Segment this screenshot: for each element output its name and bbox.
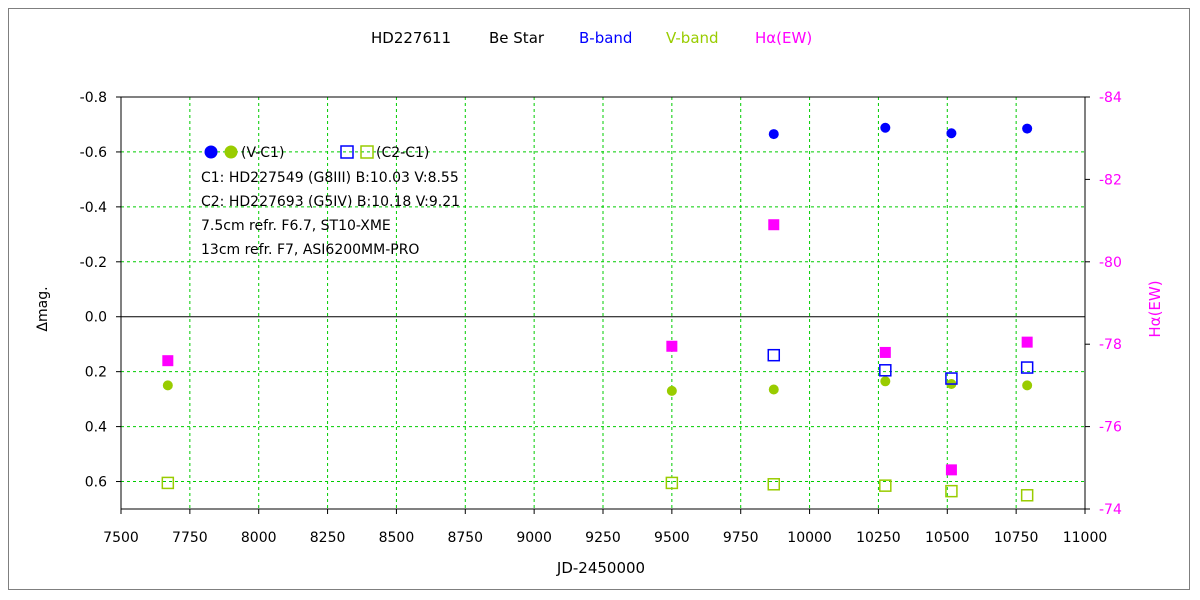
x-tick-label: 9500 bbox=[654, 530, 690, 546]
chart-frame: HD227611 Be Star B-band V-band Hα(EW) 75… bbox=[8, 8, 1190, 590]
legend-marker-b-c2c1 bbox=[340, 145, 354, 159]
y-right-tick-label: -80 bbox=[1099, 255, 1122, 271]
point-b-c2-c1-1 bbox=[879, 364, 892, 377]
y-left-tick-label: 0.2 bbox=[85, 365, 107, 381]
title-type: Be Star bbox=[489, 29, 545, 47]
point-v-v-c1-1 bbox=[666, 385, 677, 396]
y-left-tick-label: -0.4 bbox=[80, 200, 107, 216]
x-tick-label: 10750 bbox=[994, 530, 1039, 546]
title-halpha: Hα(EW) bbox=[755, 29, 812, 47]
y-right-tick-label: -78 bbox=[1099, 337, 1122, 353]
axes bbox=[116, 96, 1090, 514]
point-h-ew-0 bbox=[162, 355, 174, 367]
point-v-c2-c1-2 bbox=[767, 478, 781, 491]
point-v-v-c1-2 bbox=[768, 384, 779, 395]
x-tick-label: 8500 bbox=[379, 530, 415, 546]
point-v-c2-c1-4 bbox=[945, 484, 958, 498]
point-v-v-c1-0 bbox=[162, 380, 173, 391]
x-tick-label: 10000 bbox=[787, 530, 832, 546]
x-tick-label: 10250 bbox=[856, 530, 901, 546]
point-v-c2-c1-0 bbox=[161, 476, 175, 490]
legend-instrument-2: 13cm refr. F7, ASI6200MM-PRO bbox=[201, 242, 419, 258]
legend-marker-v-vc1 bbox=[224, 145, 238, 159]
legend-marker-v-c2c1 bbox=[360, 145, 374, 159]
title-bband: B-band bbox=[579, 29, 632, 47]
x-tick-label: 8000 bbox=[241, 530, 277, 546]
y-left-axis-label: Δmag. bbox=[35, 286, 51, 331]
point-h-ew-4 bbox=[945, 464, 957, 476]
x-axis-label: JD-2450000 bbox=[556, 559, 645, 577]
y-right-tick-labels: -84 -82 -80 -78 -76 -74 bbox=[1099, 90, 1122, 518]
point-v-c2-c1-1 bbox=[665, 476, 679, 490]
point-v-v-c1-3 bbox=[880, 376, 891, 387]
y-right-tick-label: -76 bbox=[1099, 420, 1122, 436]
y-left-tick-label: -0.8 bbox=[80, 90, 107, 106]
legend-c2-info: C2: HD227693 (G5IV) B:10.18 V:9.21 bbox=[201, 194, 460, 210]
x-tick-label: 8250 bbox=[310, 530, 346, 546]
point-b-v-c1-0 bbox=[768, 129, 779, 140]
point-b-c2-c1-3 bbox=[1020, 361, 1034, 374]
x-tick-label: 7750 bbox=[172, 530, 208, 546]
point-h-ew-2 bbox=[768, 219, 780, 231]
y-left-tick-label: 0.6 bbox=[85, 475, 107, 491]
title-star: HD227611 bbox=[371, 29, 451, 47]
gridlines bbox=[121, 97, 1085, 509]
point-b-v-c1-2 bbox=[946, 128, 957, 139]
y-left-tick-labels: -0.8 -0.6 -0.4 -0.2 0.0 0.2 0.4 0.6 bbox=[80, 90, 107, 491]
x-tick-labels: 7500 7750 8000 8250 8500 8750 9000 9250 9500 9750… bbox=[103, 530, 1107, 546]
x-tick-label: 7500 bbox=[103, 530, 139, 546]
scatter-chart: HD227611 Be Star B-band V-band Hα(EW) 75… bbox=[35, 29, 1164, 577]
point-v-c2-c1-3 bbox=[879, 479, 892, 492]
y-left-tick-label: 0.4 bbox=[85, 420, 107, 436]
data-points bbox=[161, 122, 1034, 502]
y-right-tick-label: -84 bbox=[1099, 90, 1122, 106]
legend-label-vc1: (V-C1) bbox=[241, 145, 284, 161]
point-v-c2-c1-5 bbox=[1020, 489, 1034, 502]
title-vband: V-band bbox=[666, 29, 719, 47]
point-b-v-c1-1 bbox=[880, 122, 891, 133]
y-left-tick-label: 0.0 bbox=[85, 310, 107, 326]
legend-c1-info: C1: HD227549 (G8III) B:10.03 V:8.55 bbox=[201, 170, 459, 186]
legend: (V-C1) (C2-C1) C1: HD227549 (G8III) B:10… bbox=[201, 145, 460, 258]
y-right-axis-label: Hα(EW) bbox=[1146, 280, 1164, 337]
point-b-v-c1-3 bbox=[1022, 123, 1033, 134]
point-h-ew-3 bbox=[879, 346, 891, 358]
legend-marker-b-vc1 bbox=[204, 145, 218, 159]
point-b-c2-c1-0 bbox=[767, 348, 781, 362]
point-v-v-c1-5 bbox=[1022, 380, 1033, 391]
y-right-tick-label: -82 bbox=[1099, 172, 1122, 188]
y-left-tick-label: -0.2 bbox=[80, 255, 107, 271]
x-tick-label: 9000 bbox=[516, 530, 552, 546]
x-tick-label: 8750 bbox=[447, 530, 483, 546]
y-right-tick-label: -74 bbox=[1099, 502, 1122, 518]
legend-label-c2c1: (C2-C1) bbox=[376, 145, 429, 161]
point-b-c2-c1-2 bbox=[945, 372, 958, 385]
y-left-tick-label: -0.6 bbox=[80, 145, 107, 161]
x-tick-label: 11000 bbox=[1063, 530, 1108, 546]
x-tick-label: 10500 bbox=[925, 530, 970, 546]
point-h-ew-1 bbox=[666, 340, 678, 352]
legend-instrument-1: 7.5cm refr. F6.7, ST10-XME bbox=[201, 218, 391, 234]
x-tick-label: 9250 bbox=[585, 530, 621, 546]
point-h-ew-5 bbox=[1021, 336, 1033, 348]
x-tick-label: 9750 bbox=[723, 530, 759, 546]
